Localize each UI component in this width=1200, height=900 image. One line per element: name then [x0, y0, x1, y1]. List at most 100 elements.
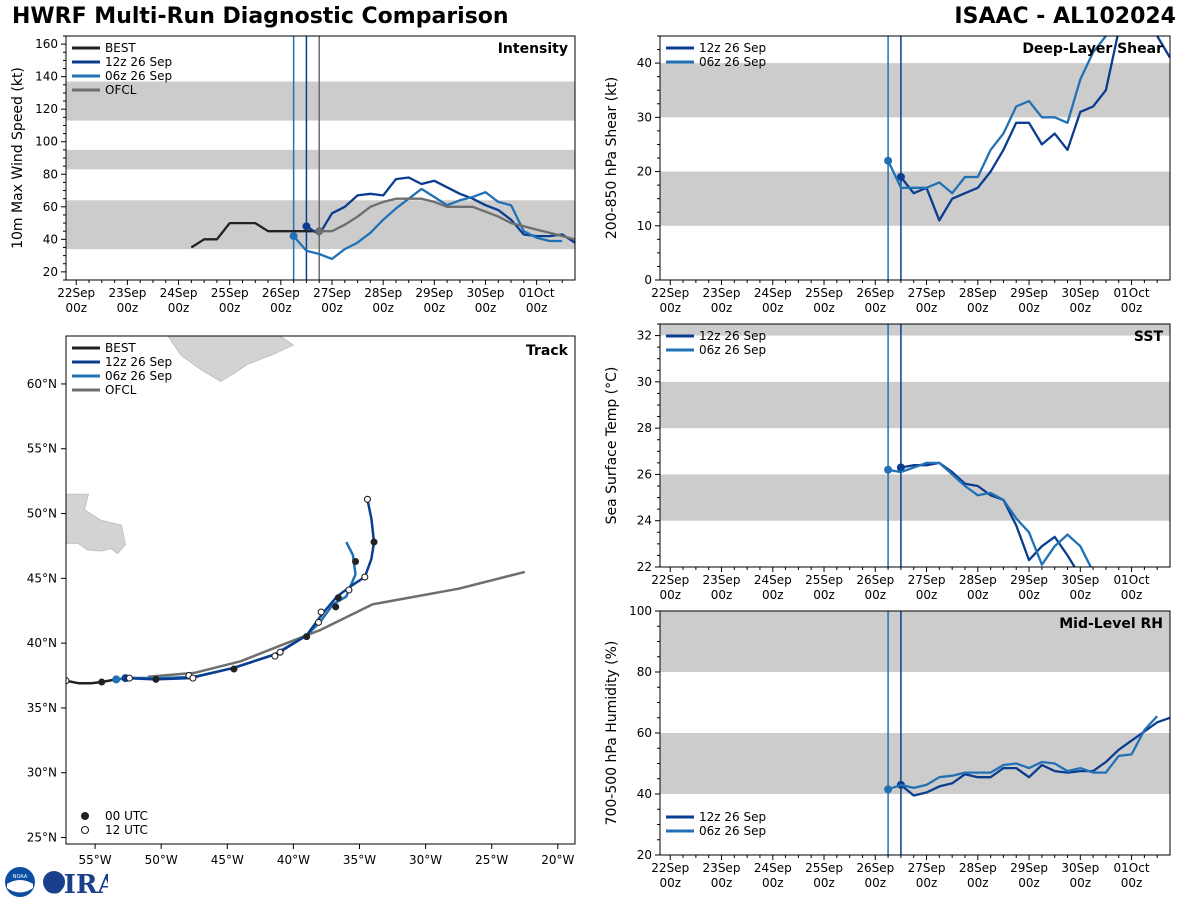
shear-xtick-label-hour: 00z	[762, 301, 784, 315]
track-point-12utc	[345, 586, 353, 594]
intensity-title: Intensity	[498, 41, 568, 57]
shear-xtick-label: 23Sep	[703, 286, 741, 300]
intensity-xtick-label-hour: 00z	[270, 301, 292, 315]
sst-ytick-label: 32	[637, 329, 652, 343]
shear-xtick-label: 27Sep	[908, 286, 946, 300]
shear-series-run12	[899, 36, 1170, 222]
intensity-xtick-label: 30Sep	[467, 286, 505, 300]
intensity-ytick-label: 160	[35, 37, 58, 51]
noaa-cira-logo: NOAA CIRA	[5, 867, 108, 898]
sst-ylabel: Sea Surface Temp (°C)	[604, 367, 620, 525]
track-point-12utc	[363, 495, 371, 503]
intensity-ytick-label: 100	[35, 135, 58, 149]
intensity-xtick-label: 23Sep	[108, 286, 146, 300]
rh-ylabel: 700-500 hPa Humidity (%)	[604, 641, 620, 826]
rh-init-marker-run06	[884, 785, 893, 794]
sst-ytick-label: 26	[637, 467, 652, 481]
track-point-12utc	[317, 608, 325, 616]
intensity-ytick-label: 60	[43, 200, 58, 214]
intensity-band-1	[66, 149, 575, 170]
sst-xtick-label-hour: 00z	[1018, 588, 1040, 602]
intensity-xtick-label-hour: 00z	[65, 301, 87, 315]
track-ytick-label: 25°N	[27, 831, 57, 845]
track-xtick-label: 35°W	[343, 853, 376, 867]
sst-band-2	[660, 324, 1170, 336]
shear-xtick-label-hour: 00z	[1070, 301, 1092, 315]
intensity-plot-area	[66, 36, 575, 280]
rh-ytick-label: 80	[637, 665, 652, 679]
shear-xtick-label-hour: 00z	[813, 301, 835, 315]
intensity-ytick-label: 80	[43, 167, 58, 181]
rh-xtick-label: 27Sep	[908, 861, 946, 875]
shear-xtick-label-hour: 00z	[1121, 301, 1143, 315]
track-ytick-label: 40°N	[27, 636, 57, 650]
track-ytick-label: 55°N	[27, 442, 57, 456]
sst-xtick-label: 26Sep	[856, 573, 894, 587]
rh-xtick-label-hour: 00z	[711, 876, 733, 890]
track-point-12utc	[361, 573, 369, 581]
shear-ytick-label: 40	[637, 56, 652, 70]
sst-ytick-label: 30	[637, 375, 652, 389]
track-panel: 55°W 50°W 45°W 40°W 35°W 30°W 25°W 20°W 25°N 30°N…	[27, 335, 576, 867]
sst-xtick-label: 30Sep	[1061, 573, 1099, 587]
intensity-xtick-label: 24Sep	[160, 286, 198, 300]
shear-init-marker-run12	[896, 172, 905, 181]
intensity-xtick-label: 28Sep	[364, 286, 402, 300]
track-marker-legend-label: 00 UTC	[105, 809, 148, 823]
intensity-xtick-label-hour: 00z	[526, 301, 548, 315]
sst-xtick-label: 27Sep	[908, 573, 946, 587]
track-legend-label: BEST	[105, 341, 136, 355]
cira-logo-text: CIRA	[43, 870, 108, 898]
storm-id: ISAAC - AL102024	[954, 4, 1176, 29]
sst-plot-area	[660, 324, 1170, 567]
shear-xtick-label: 01Oct	[1114, 286, 1150, 300]
shear-xtick-label-hour: 00z	[864, 301, 886, 315]
intensity-xtick-label-hour: 00z	[219, 301, 241, 315]
shear-xtick-label: 26Sep	[856, 286, 894, 300]
track-point-12utc	[66, 677, 70, 685]
intensity-legend-label: BEST	[105, 41, 136, 55]
shear-ytick-label: 10	[637, 219, 652, 233]
rh-xtick-label: 29Sep	[1010, 861, 1048, 875]
track-marker-legend-symbol	[80, 811, 90, 821]
track-point-00utc	[303, 633, 311, 641]
shear-xtick-label: 30Sep	[1061, 286, 1099, 300]
shear-title: Deep-Layer Shear	[1022, 41, 1163, 57]
track-marker-legend-symbol	[80, 825, 90, 835]
intensity-ytick-label: 140	[35, 70, 58, 84]
rh-xtick-label: 23Sep	[703, 861, 741, 875]
track-ytick-label: 60°N	[27, 377, 57, 391]
shear-legend-label: 12z 26 Sep	[699, 41, 766, 55]
rh-legend-label: 12z 26 Sep	[699, 810, 766, 824]
intensity-xtick-label: 27Sep	[313, 286, 351, 300]
track-xtick-label: 45°W	[211, 853, 244, 867]
rh-title: Mid-Level RH	[1059, 616, 1163, 632]
sst-ytick-label: 24	[637, 514, 652, 528]
shear-xtick-label: 24Sep	[754, 286, 792, 300]
intensity-init-marker-ofcl	[315, 227, 324, 236]
noaa-logo-text: NOAA	[13, 874, 28, 880]
shear-xtick-label-hour: 00z	[1018, 301, 1040, 315]
sst-xtick-label: 24Sep	[754, 573, 792, 587]
intensity-ytick-label: 20	[43, 265, 58, 279]
track-point-00utc	[334, 594, 342, 602]
rh-xtick-label-hour: 00z	[864, 876, 886, 890]
intensity-init-marker-run06	[289, 232, 298, 241]
track-point-00utc	[152, 675, 160, 683]
track-point-12utc	[276, 648, 284, 656]
intensity-series-best	[190, 221, 320, 249]
intensity-legend-label: 12z 26 Sep	[105, 55, 172, 69]
sst-legend-label: 12z 26 Sep	[699, 329, 766, 343]
track-ofcl	[147, 570, 526, 679]
sst-panel: 22Sep00z23Sep00z24Sep00z25Sep00z26Sep00z…	[604, 323, 1171, 602]
rh-xtick-label: 24Sep	[754, 861, 792, 875]
intensity-legend-label: OFCL	[105, 83, 137, 97]
shear-plot-area	[660, 36, 1170, 280]
rh-xtick-label-hour: 00z	[762, 876, 784, 890]
shear-panel: 22Sep00z23Sep00z24Sep00z25Sep00z26Sep00z…	[604, 35, 1171, 315]
rh-xtick-label-hour: 00z	[659, 876, 681, 890]
shear-xtick-label: 22Sep	[651, 286, 689, 300]
shear-init-marker-run06	[884, 156, 893, 165]
rh-xtick-label: 30Sep	[1061, 861, 1099, 875]
